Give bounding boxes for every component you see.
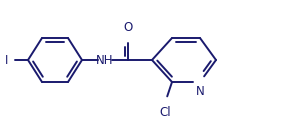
Text: I: I: [5, 53, 8, 67]
Text: O: O: [124, 21, 133, 34]
Text: N: N: [196, 85, 205, 98]
Text: NH: NH: [96, 53, 114, 67]
Text: Cl: Cl: [159, 106, 171, 119]
